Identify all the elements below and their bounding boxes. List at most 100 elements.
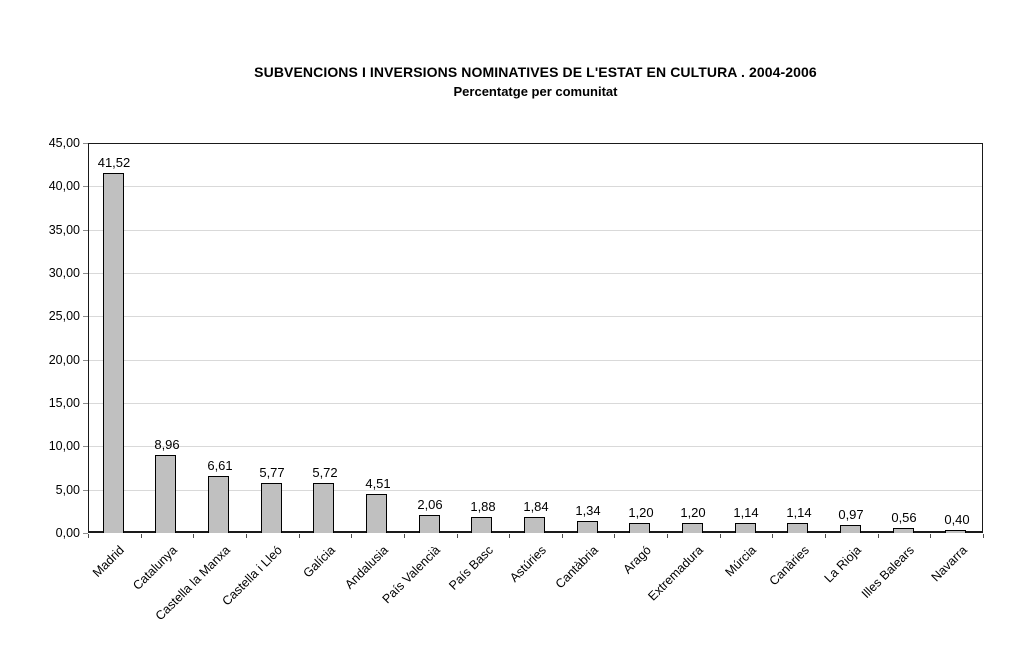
bar-value-label: 0,56 bbox=[891, 510, 917, 525]
x-axis-tick bbox=[720, 534, 721, 538]
gridline bbox=[89, 316, 982, 317]
x-axis-tick bbox=[562, 534, 563, 538]
x-axis-tick bbox=[509, 534, 510, 538]
chart-title-block: SUBVENCIONS I INVERSIONS NOMINATIVES DE … bbox=[88, 62, 983, 101]
x-category-label: Andalusia bbox=[342, 543, 391, 592]
x-axis-tick bbox=[299, 534, 300, 538]
bar bbox=[419, 515, 440, 533]
x-category-label: Illes Balears bbox=[858, 543, 917, 602]
gridline bbox=[89, 360, 982, 361]
bar bbox=[945, 530, 966, 533]
y-tick-label: 45,00 bbox=[48, 136, 80, 150]
x-category-label: Cantàbria bbox=[552, 543, 601, 592]
x-axis-tick bbox=[878, 534, 879, 538]
x-category-label: País Basc bbox=[446, 543, 496, 593]
gridline bbox=[89, 230, 982, 231]
bar bbox=[208, 476, 229, 533]
gridline bbox=[89, 403, 982, 404]
x-category-label: Astúries bbox=[507, 543, 549, 585]
gridline bbox=[89, 490, 982, 491]
y-axis-tick bbox=[83, 446, 88, 447]
y-tick-label: 5,00 bbox=[55, 483, 80, 497]
x-axis-tick bbox=[772, 534, 773, 538]
bar bbox=[524, 517, 545, 533]
x-axis-tick bbox=[614, 534, 615, 538]
x-axis-tick bbox=[983, 534, 984, 538]
bar-value-label: 5,77 bbox=[259, 465, 285, 480]
y-tick-label: 40,00 bbox=[48, 179, 80, 193]
x-category-label: Canàries bbox=[766, 543, 812, 589]
plot-area bbox=[88, 143, 983, 533]
bar-value-label: 0,97 bbox=[838, 507, 864, 522]
bar-value-label: 1,20 bbox=[680, 505, 706, 520]
bar-value-label: 1,20 bbox=[628, 505, 654, 520]
y-axis-tick bbox=[83, 360, 88, 361]
bar-value-label: 6,61 bbox=[207, 458, 233, 473]
y-tick-label: 25,00 bbox=[48, 309, 80, 323]
x-category-label: Navarra bbox=[928, 543, 970, 585]
y-axis-tick bbox=[83, 143, 88, 144]
x-category-label: Catalunya bbox=[130, 543, 180, 593]
bar bbox=[261, 483, 282, 533]
y-axis-tick bbox=[83, 230, 88, 231]
y-tick-label: 10,00 bbox=[48, 439, 80, 453]
bar-value-label: 1,14 bbox=[786, 505, 812, 520]
bar bbox=[155, 455, 176, 533]
bar bbox=[313, 483, 334, 533]
x-category-label: País Valencià bbox=[379, 543, 443, 607]
x-category-label: La Rioja bbox=[821, 543, 864, 586]
x-axis-tick bbox=[141, 534, 142, 538]
x-axis-tick bbox=[825, 534, 826, 538]
bar-value-label: 2,06 bbox=[417, 497, 443, 512]
y-axis-tick bbox=[83, 273, 88, 274]
bar-value-label: 8,96 bbox=[154, 437, 180, 452]
bar-value-label: 41,52 bbox=[97, 155, 131, 170]
y-tick-label: 30,00 bbox=[48, 266, 80, 280]
x-category-label: Aragó bbox=[620, 543, 654, 577]
x-axis-tick bbox=[404, 534, 405, 538]
bar bbox=[840, 525, 861, 533]
x-axis-tick bbox=[930, 534, 931, 538]
x-category-label: Castella i Lleó bbox=[219, 543, 285, 609]
bar bbox=[629, 523, 650, 533]
y-axis-tick bbox=[83, 186, 88, 187]
chart-subtitle: Percentatge per comunitat bbox=[453, 84, 618, 99]
x-axis-tick bbox=[246, 534, 247, 538]
bar-value-label: 1,14 bbox=[733, 505, 759, 520]
y-tick-label: 15,00 bbox=[48, 396, 80, 410]
y-axis-tick bbox=[83, 533, 88, 534]
x-axis-tick bbox=[457, 534, 458, 538]
bar bbox=[893, 528, 914, 533]
x-category-label: Castella la Manxa bbox=[152, 543, 233, 624]
x-category-label: Múrcia bbox=[722, 543, 759, 580]
bar-value-label: 1,34 bbox=[575, 503, 601, 518]
y-tick-label: 35,00 bbox=[48, 223, 80, 237]
bar bbox=[471, 517, 492, 533]
bar bbox=[103, 173, 124, 533]
x-category-label: Extremadura bbox=[645, 543, 706, 604]
x-axis-tick bbox=[88, 534, 89, 538]
x-category-label: Galícia bbox=[300, 543, 338, 581]
bar-value-label: 5,72 bbox=[312, 465, 338, 480]
bar bbox=[577, 521, 598, 533]
bar-value-label: 0,40 bbox=[944, 512, 970, 527]
bar-value-label: 1,84 bbox=[523, 499, 549, 514]
bar bbox=[682, 523, 703, 533]
gridline bbox=[89, 186, 982, 187]
bar bbox=[366, 494, 387, 533]
y-tick-label: 20,00 bbox=[48, 353, 80, 367]
x-axis-tick bbox=[667, 534, 668, 538]
bar bbox=[787, 523, 808, 533]
x-axis-tick bbox=[351, 534, 352, 538]
bar-value-label: 4,51 bbox=[365, 476, 391, 491]
bar bbox=[735, 523, 756, 533]
bar-value-label: 1,88 bbox=[470, 499, 496, 514]
x-category-label: Madrid bbox=[89, 543, 127, 580]
x-axis-tick bbox=[193, 534, 194, 538]
y-axis-tick bbox=[83, 403, 88, 404]
gridline bbox=[89, 446, 982, 447]
y-axis-tick bbox=[83, 490, 88, 491]
gridline bbox=[89, 273, 982, 274]
y-tick-label: 0,00 bbox=[55, 526, 80, 540]
